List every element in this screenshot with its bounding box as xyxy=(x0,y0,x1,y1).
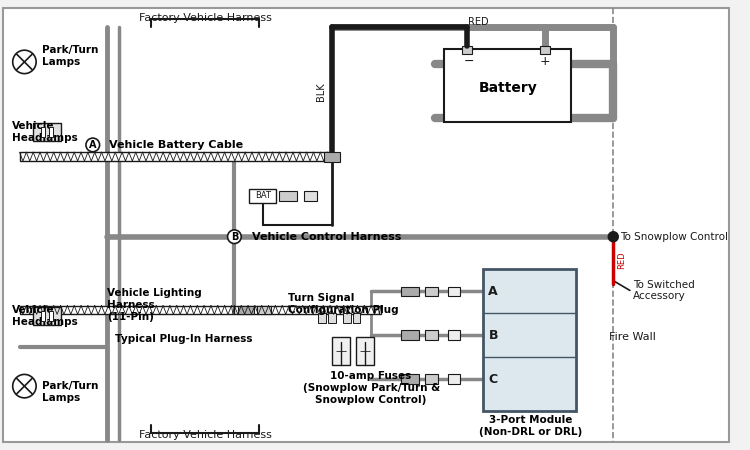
Text: C: C xyxy=(488,373,498,386)
Bar xyxy=(238,306,254,315)
Bar xyxy=(249,189,276,202)
Bar xyxy=(462,46,472,54)
Bar xyxy=(356,338,374,364)
Bar xyxy=(324,152,340,162)
Bar xyxy=(424,287,439,296)
Text: B: B xyxy=(231,232,238,242)
Bar xyxy=(304,191,317,201)
Text: Vehicle Lighting
Harness
(11-Pin): Vehicle Lighting Harness (11-Pin) xyxy=(107,288,202,322)
Bar xyxy=(448,330,460,340)
Bar xyxy=(33,123,61,141)
Bar xyxy=(540,46,550,54)
Bar xyxy=(235,306,381,315)
Text: Turn Signal
Configuration Plug: Turn Signal Configuration Plug xyxy=(288,293,399,315)
Bar xyxy=(20,306,235,315)
Text: 10-amp Fuses
(Snowplow Park/Turn &
Snowplow Control): 10-amp Fuses (Snowplow Park/Turn & Snowp… xyxy=(302,372,439,405)
Bar xyxy=(256,306,271,315)
Text: Factory Vehicle Harness: Factory Vehicle Harness xyxy=(139,430,272,440)
Bar xyxy=(401,330,419,340)
Text: Park/Turn
Lamps: Park/Turn Lamps xyxy=(42,45,98,67)
Text: Fire Wall: Fire Wall xyxy=(610,332,656,342)
Bar xyxy=(332,338,350,364)
Bar xyxy=(352,313,360,323)
Text: RED: RED xyxy=(468,17,489,27)
Bar xyxy=(401,374,419,384)
Bar xyxy=(20,152,332,161)
Bar xyxy=(343,313,350,323)
Bar xyxy=(424,330,439,340)
Bar xyxy=(444,49,572,122)
Bar xyxy=(484,269,576,410)
Bar xyxy=(49,311,52,321)
Circle shape xyxy=(227,230,242,243)
Text: Battery: Battery xyxy=(478,81,537,95)
Text: Typical Plug-In Harness: Typical Plug-In Harness xyxy=(116,334,253,344)
Text: Park/Turn
Lamps: Park/Turn Lamps xyxy=(42,381,98,403)
Text: To Snowplow Control: To Snowplow Control xyxy=(620,232,728,242)
Circle shape xyxy=(608,232,618,242)
Text: BLK: BLK xyxy=(316,82,326,100)
Text: B: B xyxy=(488,329,498,342)
Circle shape xyxy=(13,374,36,398)
Bar xyxy=(401,287,419,296)
Circle shape xyxy=(13,50,36,74)
Bar xyxy=(33,307,61,324)
Text: A: A xyxy=(488,285,498,298)
Bar xyxy=(41,311,45,321)
Text: BAT: BAT xyxy=(255,191,271,200)
Text: 3-Port Module
(Non-DRL or DRL): 3-Port Module (Non-DRL or DRL) xyxy=(478,415,582,437)
Bar xyxy=(448,287,460,296)
Bar xyxy=(279,191,297,201)
Text: Vehicle Battery Cable: Vehicle Battery Cable xyxy=(110,140,244,150)
Text: To Switched
Accessory: To Switched Accessory xyxy=(633,279,694,301)
Text: —: — xyxy=(335,346,346,356)
Text: +: + xyxy=(539,55,550,68)
Text: −: − xyxy=(464,55,474,68)
Text: Vehicle
Headlamps: Vehicle Headlamps xyxy=(12,122,77,143)
Bar xyxy=(318,313,326,323)
Bar xyxy=(328,313,336,323)
Bar xyxy=(448,374,460,384)
Bar xyxy=(41,127,45,137)
Circle shape xyxy=(86,138,100,152)
Text: Vehicle Control Harness: Vehicle Control Harness xyxy=(252,232,401,242)
Bar xyxy=(49,127,52,137)
Text: Vehicle
Headlamps: Vehicle Headlamps xyxy=(12,305,77,327)
Text: A: A xyxy=(89,140,97,150)
Bar xyxy=(424,374,439,384)
Text: —: — xyxy=(360,346,370,356)
Text: Factory Vehicle Harness: Factory Vehicle Harness xyxy=(139,13,272,23)
Text: RED: RED xyxy=(617,252,626,269)
